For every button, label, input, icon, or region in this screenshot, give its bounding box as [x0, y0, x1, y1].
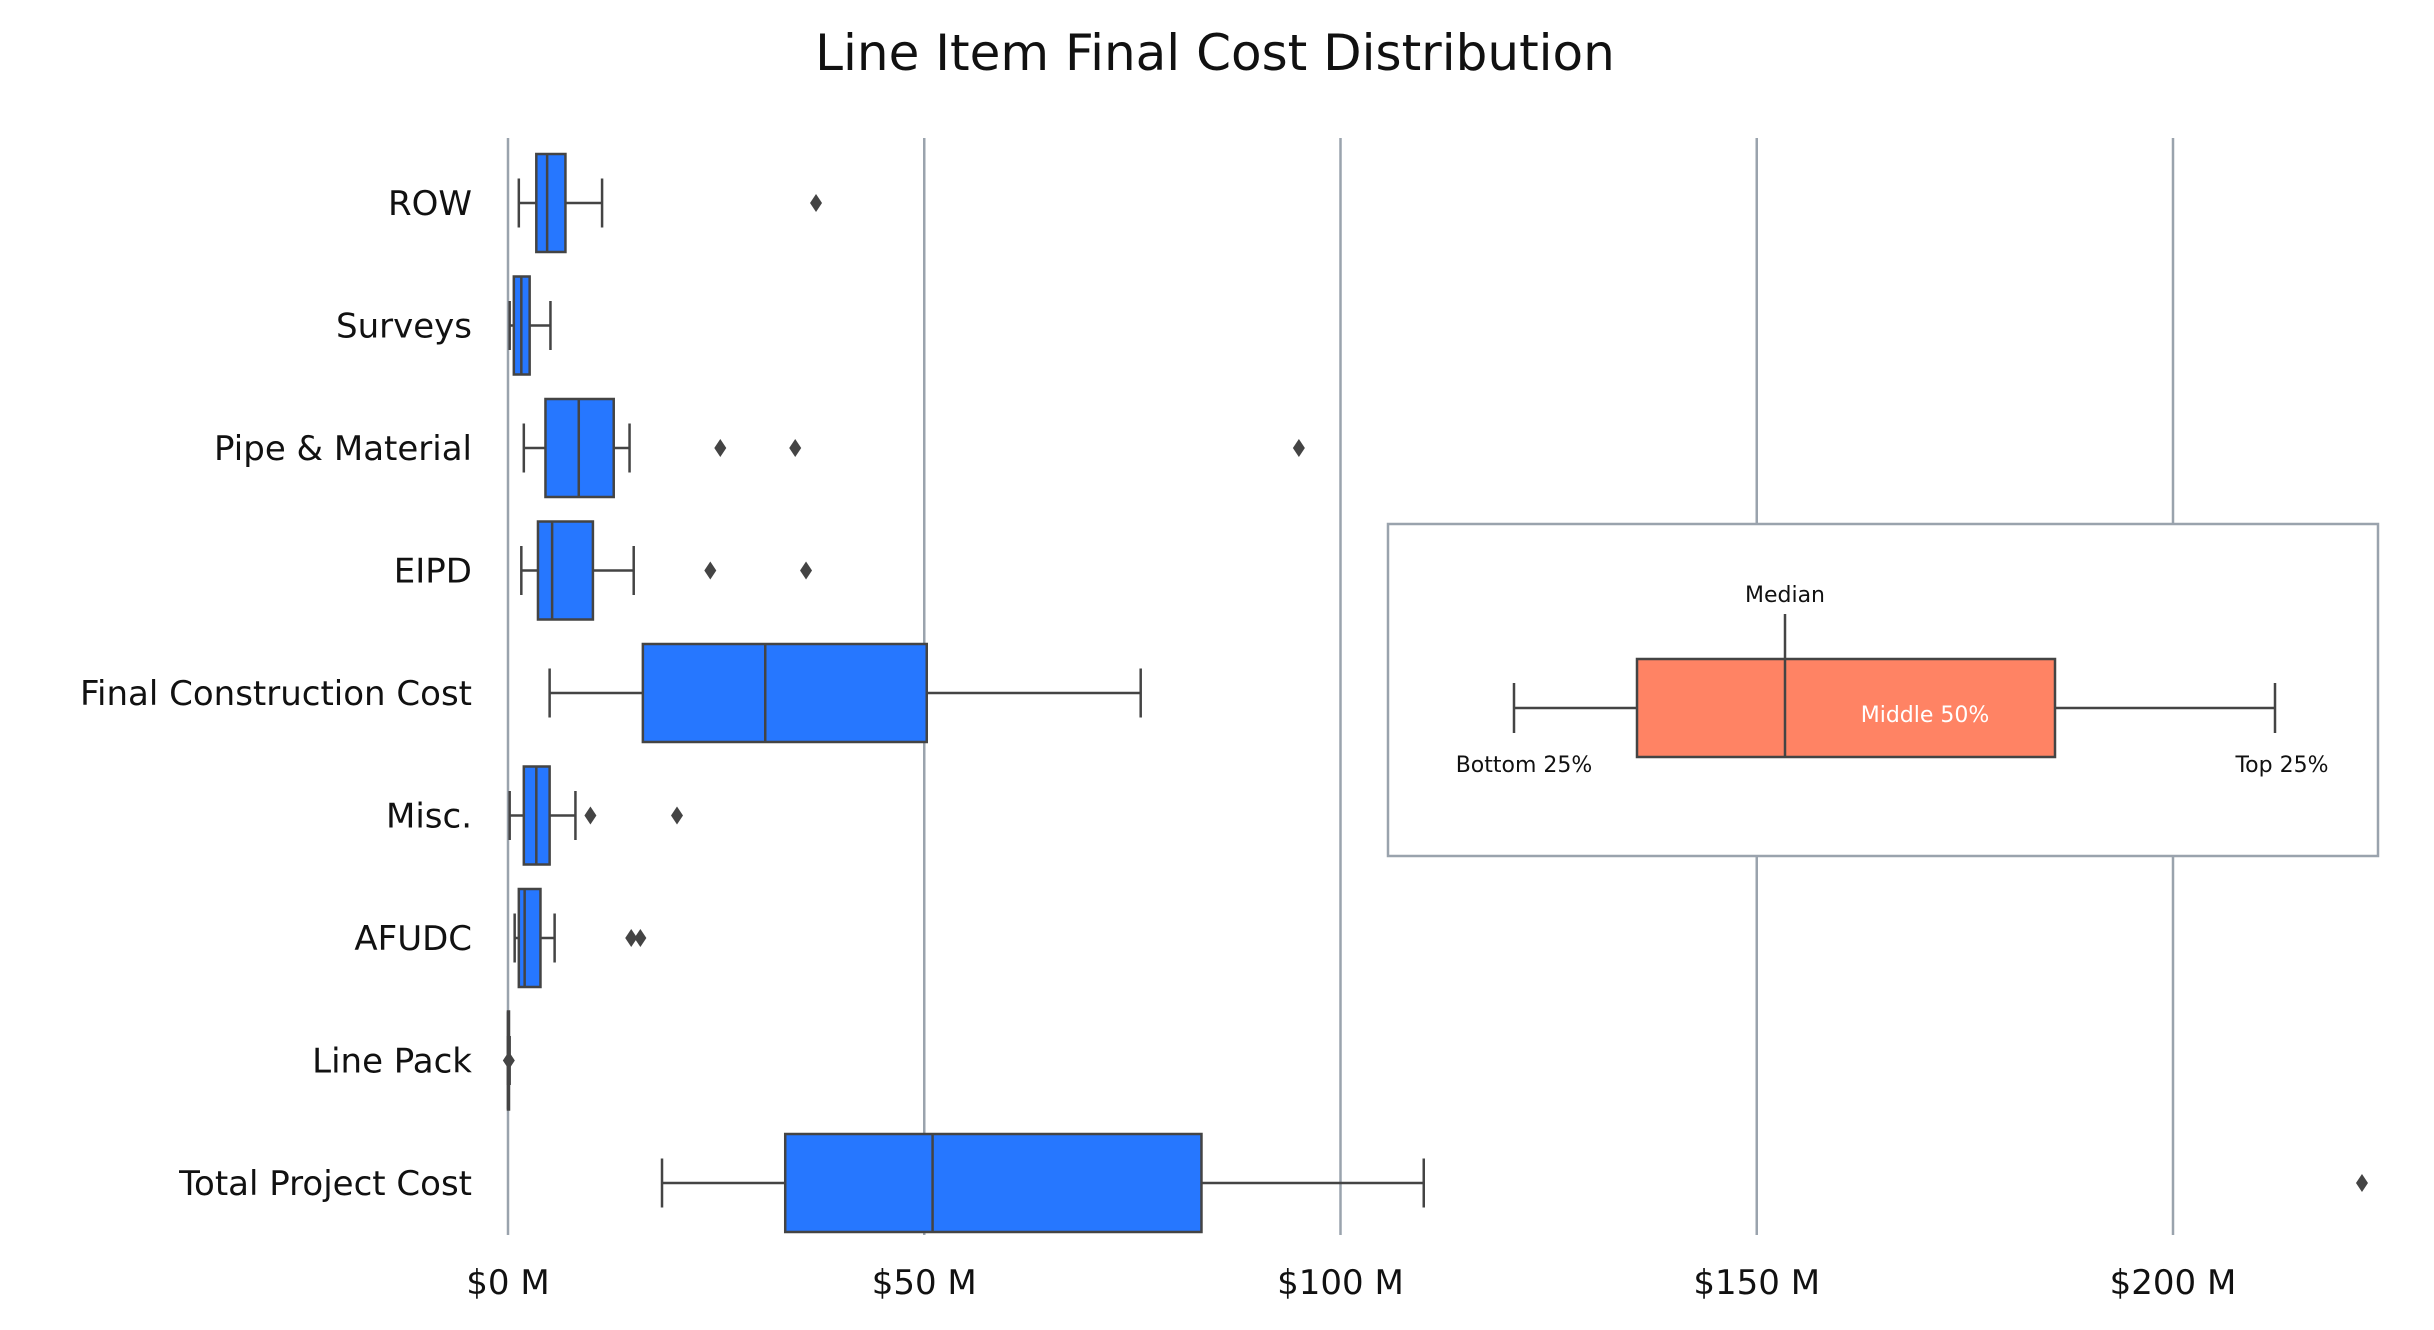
- outlier-point: [634, 929, 647, 947]
- category-label: AFUDC: [354, 919, 472, 959]
- box-item: [660, 1132, 2368, 1234]
- x-tick-label: $150 M: [1693, 1263, 1820, 1303]
- category-label: ROW: [388, 184, 472, 224]
- category-label: Pipe & Material: [214, 429, 472, 469]
- outlier-point: [1292, 439, 1305, 457]
- outlier-point: [789, 439, 802, 457]
- box-item: [508, 275, 552, 376]
- iqr-box: [517, 887, 542, 989]
- iqr-box: [535, 152, 567, 254]
- x-tick-label: $50 M: [872, 1263, 977, 1303]
- outlier-point: [625, 929, 638, 947]
- iqr-box: [641, 642, 928, 744]
- box-series: [502, 152, 2368, 1234]
- category-label: Misc.: [386, 797, 472, 837]
- x-tick-label: $0 M: [466, 1263, 549, 1303]
- legend-box: [1635, 657, 2057, 759]
- legend-diagram: [1512, 614, 2277, 759]
- outlier-point: [810, 194, 823, 212]
- legend-bottom-label: Bottom 25%: [1456, 753, 1593, 778]
- category-label: Total Project Cost: [178, 1164, 472, 1204]
- box-item: [508, 765, 683, 866]
- x-axis-ticks: $0 M $50 M $100 M $150 M $200 M: [466, 1263, 2236, 1303]
- box-item: [502, 1010, 515, 1111]
- iqr-box: [536, 520, 595, 621]
- category-label: Final Construction Cost: [80, 674, 472, 714]
- legend-middle-label: Middle 50%: [1861, 703, 1990, 728]
- legend-top-label: Top 25%: [2234, 753, 2328, 778]
- box-item: [520, 520, 813, 621]
- x-tick-label: $200 M: [2110, 1263, 2237, 1303]
- outlier-point: [2355, 1174, 2368, 1192]
- box-item: [522, 397, 1305, 499]
- legend: Median Middle 50% Bottom 25% Top 25%: [1386, 522, 2380, 858]
- outlier-point: [584, 806, 597, 825]
- x-tick-label: $100 M: [1277, 1263, 1404, 1303]
- outlier-point: [800, 561, 813, 580]
- outlier-point: [670, 806, 683, 825]
- iqr-box: [783, 1132, 1203, 1234]
- outlier-point: [502, 1051, 515, 1070]
- box-item: [513, 887, 647, 989]
- category-label: Line Pack: [312, 1042, 472, 1082]
- category-label: Surveys: [336, 307, 472, 347]
- box-item: [517, 152, 823, 254]
- chart-title: Line Item Final Cost Distribution: [815, 24, 1615, 82]
- category-labels: ROW Surveys Pipe & Material EIPD Final Const…: [80, 184, 472, 1204]
- legend-median-label: Median: [1745, 583, 1825, 608]
- outlier-point: [704, 561, 717, 580]
- category-label: EIPD: [394, 552, 472, 592]
- box-item: [548, 642, 1142, 744]
- outlier-point: [714, 439, 727, 457]
